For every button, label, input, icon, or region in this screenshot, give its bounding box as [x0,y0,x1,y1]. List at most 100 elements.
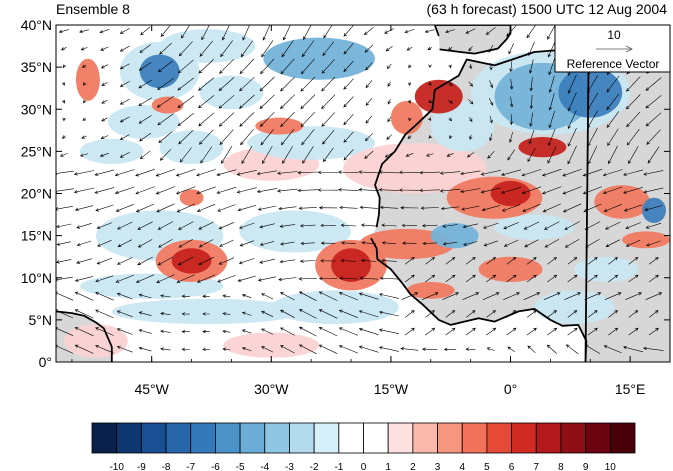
wind-vector [219,239,234,247]
wind-vector [608,274,619,283]
wind-vector [302,146,314,164]
field-contour [414,79,463,114]
wind-vector [240,40,254,58]
lat-tick-label: 20°N [21,186,52,202]
wind-vector [156,203,175,213]
wind-vector [101,117,108,122]
wind-vector [177,95,195,108]
wind-vector [300,241,315,246]
wind-vector [567,274,578,283]
field-contour [430,100,495,152]
wind-vector [261,310,274,317]
wind-vector [58,29,69,34]
wind-vector [297,188,319,193]
colorbar-swatch [585,422,611,454]
wind-vector [318,344,338,354]
wind-vector [542,203,561,213]
wind-vector [489,62,493,71]
wind-vector [439,171,461,175]
wind-vector [378,188,400,192]
wind-vector [623,187,643,194]
wind-vector [526,25,537,39]
wind-vector [507,149,516,161]
colorbar-label: 5 [484,462,490,471]
coastline [370,46,590,362]
wind-vector [606,75,620,93]
wind-vector [506,256,517,265]
wind-vector [385,45,393,52]
wind-vector [622,345,644,353]
wind-vector [646,129,661,145]
wind-vector [564,238,580,248]
wind-vector [76,240,92,247]
wind-vector [56,223,72,229]
wind-vector [407,135,412,139]
wind-vector [406,46,413,51]
wind-vector [74,309,94,319]
wind-vector [567,127,577,147]
wind-vector [261,346,274,353]
wind-vector [280,58,295,75]
wind-vector [468,46,473,52]
wind-vector [343,96,354,108]
field-contour [223,332,320,358]
wind-vector [448,64,452,69]
wind-vector [468,99,474,105]
colorbar-label: -7 [186,462,195,471]
wind-vector [100,135,109,140]
wind-vector [76,258,92,264]
wind-vector [365,80,373,89]
wind-vector [448,117,453,122]
wind-vector [567,327,578,336]
wind-vector [398,188,420,192]
wind-vector [138,97,152,106]
wind-vector [646,240,661,247]
wind-vector [427,117,432,122]
wind-vector [222,294,231,298]
wind-vector [446,153,454,157]
lat-tick-label: 35°N [21,59,52,75]
wind-vector [421,292,439,300]
wind-vector [422,347,438,351]
wind-vector [529,59,534,74]
field-contour [75,58,100,101]
wind-vector [386,134,393,140]
field-contour [406,281,455,299]
lat-tick-label: 15°N [21,228,52,244]
wind-vector [425,256,436,265]
wind-vector [547,256,558,265]
lon-tick-label: 15°E [615,381,646,397]
wind-vector [317,170,339,175]
colorbar-swatch [511,422,537,454]
wind-vector [259,111,275,127]
wind-vector [198,129,214,145]
wind-vector [526,256,537,265]
wind-vector [528,41,535,57]
wind-vector [445,256,456,265]
wind-vector [445,29,456,34]
wind-vector [60,47,67,51]
lon-tick-label: 45°W [134,381,169,397]
wind-vector [643,187,664,194]
wind-vector [358,327,379,335]
wind-vector [343,43,354,55]
wind-vector [177,77,195,91]
colorbar-swatch [165,422,192,454]
wind-vector [343,149,354,161]
colorbar-label: 7 [533,462,539,471]
wind-vector [138,115,152,124]
wind-vector [62,117,66,122]
wind-vector [365,97,373,106]
field-contour [359,228,455,260]
wind-vector [238,258,255,265]
field-contour [642,197,667,223]
wind-vector [408,117,412,122]
colorbar-swatch [461,422,488,454]
wind-vector [155,186,176,195]
wind-vector [625,292,643,300]
wind-vector [76,223,92,229]
wind-vector [604,292,622,300]
wind-vector [462,223,479,229]
wind-vector [158,238,173,248]
wind-vector [198,221,214,230]
